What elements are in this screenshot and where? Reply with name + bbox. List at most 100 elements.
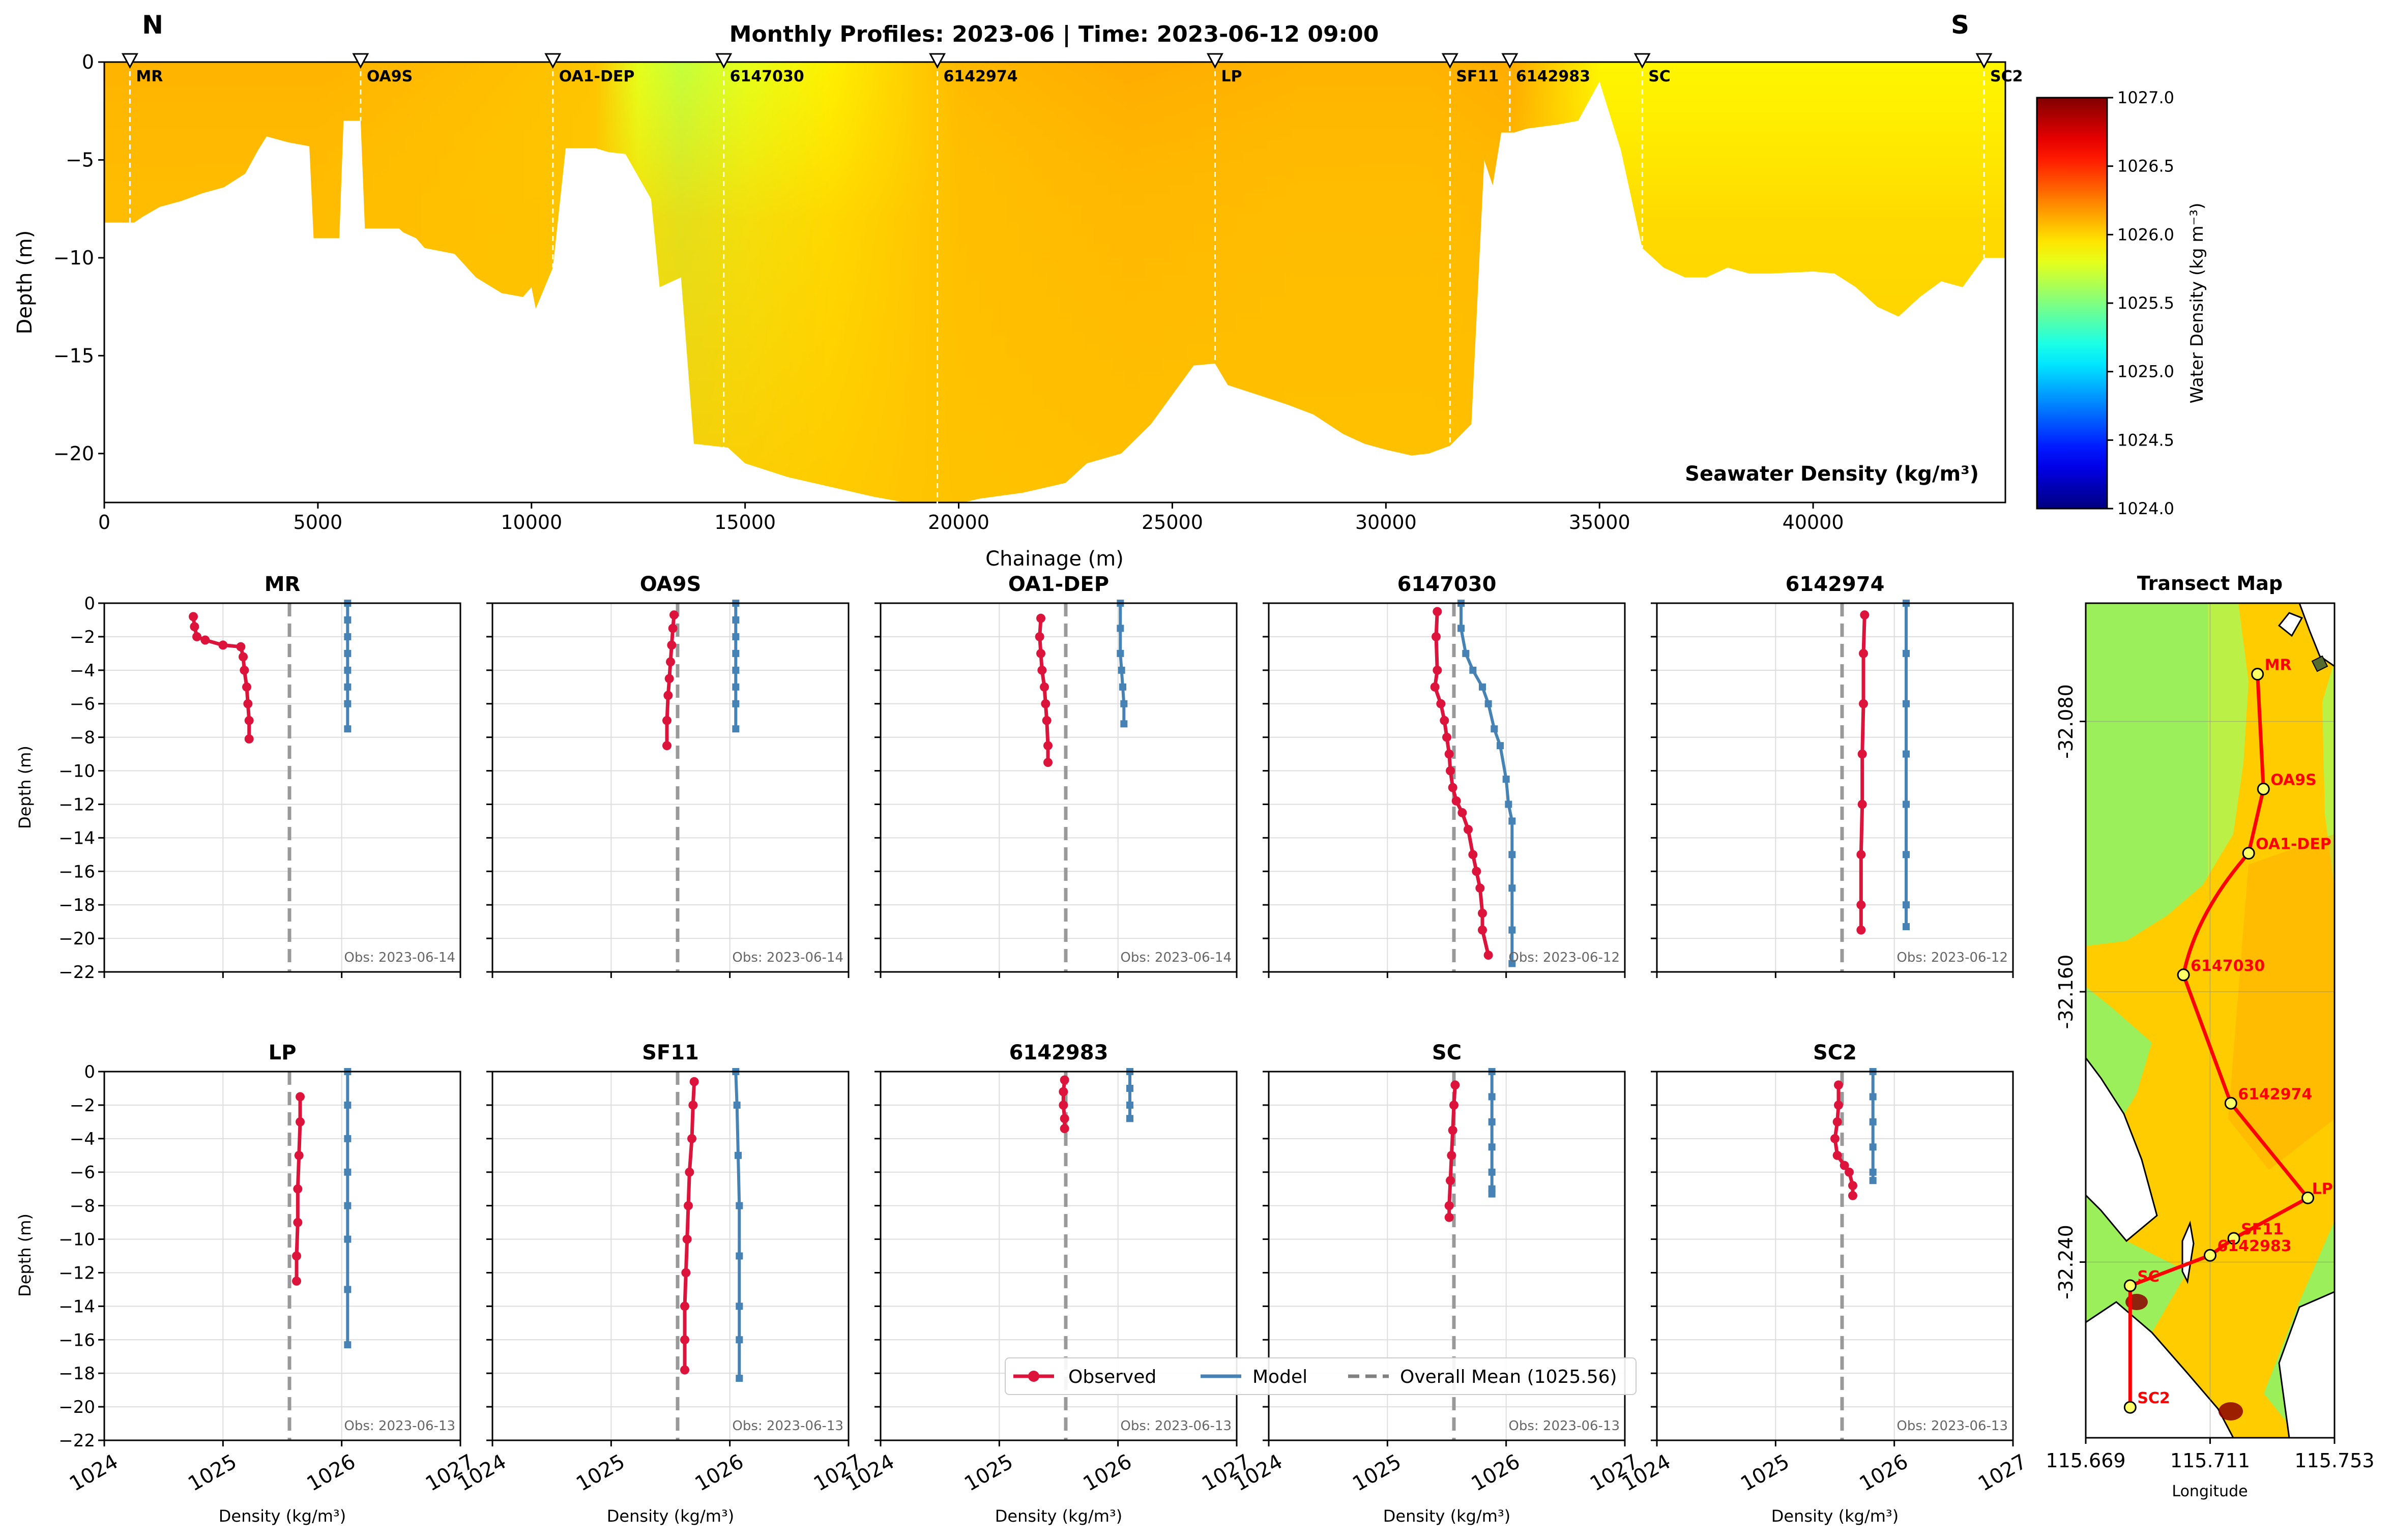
observed-point [1432,632,1441,641]
observed-point [687,1134,696,1143]
profile-title: MR [265,573,301,596]
profile-panel: OA9S Obs: 2023-06-14 [486,573,850,978]
profile-obs-date: Obs: 2023-06-14 [1120,950,1232,965]
observed-point [293,1184,303,1194]
map-island [2086,1056,2158,1242]
model-point [1903,649,1910,657]
station-marker [1206,53,1223,69]
model-point [1497,742,1504,750]
observed-point [1446,766,1455,776]
observed-point [668,624,678,633]
observed-profile-line [191,616,251,739]
model-point [344,633,352,640]
profile-xlabel: Density (kg/m³) [1771,1506,1899,1526]
map-xtick-label: 115.669 [2046,1449,2125,1472]
observed-point [242,682,251,692]
profile-xtick-label: 1025 [184,1450,241,1496]
colorbar-bar [2036,97,2108,510]
model-point [1508,960,1516,967]
transect-map-panel: MR OA9S OA1-DEP 6147030 6142974 LP SF116142983… [2046,572,2374,1500]
station-marker [544,53,562,69]
profile-ytick-label: −2 [70,627,95,647]
profile-frame [103,1071,461,1441]
profile-ytick-label: −4 [70,1129,95,1149]
station-label: 6147030 [730,68,804,85]
profile-obs-date: Obs: 2023-06-13 [344,1418,455,1434]
observed-profile-line [683,1081,696,1370]
model-profile-line [734,1071,741,1379]
section-density-shading [104,62,2005,502]
profile-panel: OA1-DEP Obs: 2023-06-14 [874,573,1238,978]
profile-title: SC2 [1813,1041,1857,1064]
model-point [1903,851,1910,858]
station-label: SF11 [1456,68,1499,85]
profile-obs-date: Obs: 2023-06-14 [732,950,843,965]
colorbar-tick-label: 1026.0 [2117,225,2174,244]
map-station-label: 6142983 [2217,1237,2292,1255]
station-marker [929,53,946,69]
observed-point [1859,699,1868,708]
section-ytick-label: 0 [82,51,94,73]
profile-ytick-label: −22 [59,1431,95,1451]
observed-point [1043,741,1053,751]
observed-point [1856,850,1866,860]
colorbar-tick-label: 1024.0 [2117,499,2174,518]
observed-point [1857,749,1867,759]
map-station-label: OA1-DEP [2256,836,2331,853]
observed-point [200,635,210,645]
observed-point [1444,1201,1454,1210]
observed-point [1444,1212,1454,1222]
model-point [344,666,352,674]
profile-ytick-label: −8 [70,1196,95,1217]
observed-point [685,1167,694,1177]
profile-ytick-label: −18 [59,895,95,915]
model-point [1491,725,1498,733]
observed-point [680,1365,689,1375]
observed-point [1840,1161,1849,1170]
model-point [732,683,740,691]
map-ytick-label: -32.160 [2055,955,2077,1029]
map-land-north [2298,603,2334,667]
observed-point [293,1218,303,1227]
observed-point [1483,951,1493,960]
observed-point [1043,758,1053,767]
observed-point [1468,850,1478,860]
observed-point [1856,925,1866,935]
observed-point [1457,808,1467,817]
model-point [732,725,740,733]
station-label: OA9S [367,68,413,85]
station-marker [1441,53,1458,69]
south-label: S [1951,10,1969,40]
observed-point [664,674,674,684]
observed-point [1845,1167,1854,1177]
profile-title: OA9S [640,573,702,596]
profile-xtick-label: 1025 [1349,1450,1405,1496]
station-label: OA1-DEP [559,68,635,85]
profile-xlabel: Density (kg/m³) [1383,1506,1510,1526]
model-point [344,1341,352,1349]
profile-obs-date: Obs: 2023-06-14 [344,950,455,965]
model-point [1869,1093,1877,1101]
section-ytick-label: −15 [53,344,94,367]
map-station-marker [2251,668,2264,681]
map-station-label: SC [2137,1268,2159,1286]
profile-frame [880,1071,1238,1441]
map-land-southeast [2278,1291,2334,1438]
observed-point [296,1117,305,1127]
map-station-marker [2257,782,2270,795]
observed-point [1848,1181,1857,1191]
profile-frame [1656,1071,2014,1441]
observed-point [1478,908,1487,918]
legend-observed-label: Observed [1068,1367,1156,1387]
model-point [1469,666,1477,674]
model-point [732,616,740,624]
observed-point [192,632,201,641]
profile-xlabel: Density (kg/m³) [995,1506,1122,1526]
map-station-marker [2123,1279,2137,1292]
profile-title: OA1-DEP [1008,573,1109,596]
observed-point [1859,648,1868,658]
profile-ytick-label: −6 [70,1163,95,1183]
model-point [344,649,352,657]
observed-point [1444,749,1454,759]
section-xtick-label: 0 [98,511,110,534]
